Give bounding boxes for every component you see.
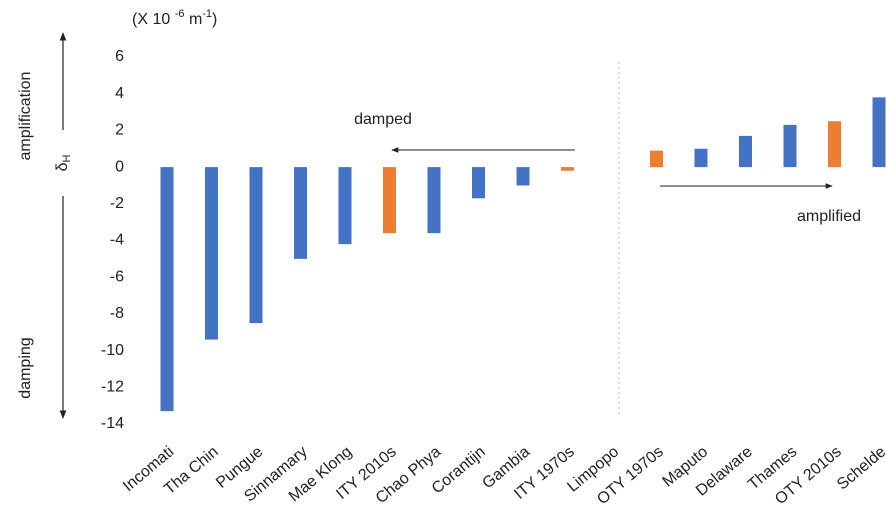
x-tick-label: Schelde xyxy=(834,443,886,493)
y-tick-label: -8 xyxy=(110,305,124,322)
bar xyxy=(205,167,218,340)
bar xyxy=(294,167,307,259)
y-tick-label: 2 xyxy=(115,122,124,139)
bar xyxy=(249,167,263,324)
y-tick-label: -14 xyxy=(101,415,124,432)
bar xyxy=(472,167,485,199)
bar xyxy=(739,135,752,168)
bar xyxy=(383,167,396,234)
bar xyxy=(338,167,352,245)
bar xyxy=(561,167,574,171)
y-tick-label: 4 xyxy=(115,85,124,102)
amplified-label: amplified xyxy=(797,208,861,225)
y-tick-label: -2 xyxy=(110,195,124,212)
bar xyxy=(872,97,886,168)
y-tick-label: 0 xyxy=(115,158,124,175)
bar xyxy=(828,121,841,168)
damped-label: damped xyxy=(354,111,412,128)
bar xyxy=(783,124,797,168)
y-tick-label: -4 xyxy=(110,232,124,249)
bar xyxy=(427,167,441,234)
symbol: δH xyxy=(54,155,73,172)
y-tick-label: -12 xyxy=(101,379,124,396)
bar xyxy=(160,167,174,412)
y-tick-label: -10 xyxy=(101,342,124,359)
bar xyxy=(650,150,663,168)
bar xyxy=(694,148,708,168)
amplification-label: amplification xyxy=(17,72,34,161)
y-tick-label: -6 xyxy=(110,268,124,285)
unit-label: (X 10 -6 m-1) xyxy=(132,5,217,28)
y-tick-label: 6 xyxy=(115,48,124,65)
bar xyxy=(516,167,530,186)
damping-label: damping xyxy=(17,337,34,398)
